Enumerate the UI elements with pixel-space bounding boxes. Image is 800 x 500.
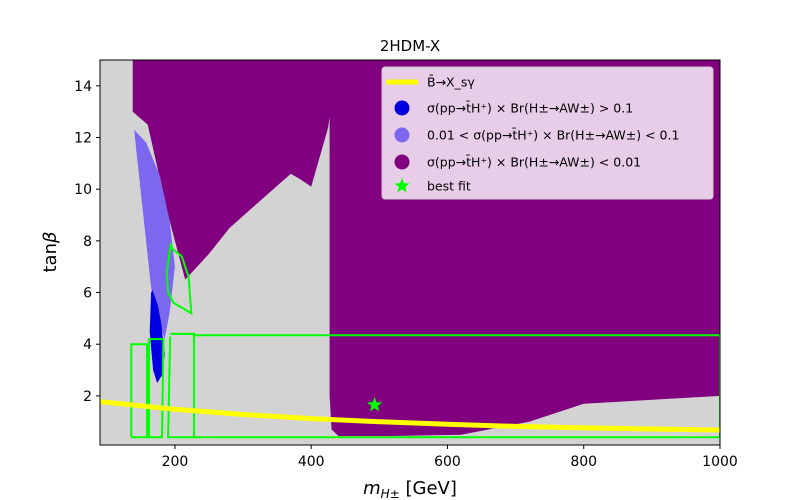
x-tick-label: 200 (162, 454, 189, 470)
x-tick-label: 600 (434, 454, 461, 470)
fit-contour-4 (165, 243, 193, 316)
fit-contour-1 (130, 338, 165, 439)
legend-marker-star (394, 178, 410, 193)
legend-entry-label: B̄→X_sγ (427, 75, 475, 90)
y-tick-label: 14 (74, 79, 92, 95)
axes-frame (99, 59, 721, 446)
legend-marker-circle (394, 154, 410, 170)
x-tick-label: 400 (298, 454, 325, 470)
y-tick-label: 2 (83, 389, 92, 405)
chart-title: 2HDM-X (380, 37, 440, 55)
legend-marker-circle (394, 100, 410, 116)
x-tick-label: 1000 (702, 454, 738, 470)
x-tick-label: 800 (570, 454, 597, 470)
bsgamma-line (100, 399, 720, 433)
y-tick-label: 8 (83, 234, 92, 250)
x-axis-label: mH± [GeV] (363, 478, 457, 500)
y-axis-label: tanβ (40, 232, 61, 273)
fit-contour-3 (193, 334, 720, 439)
legend-marker-circle (394, 127, 410, 143)
region-0p01-to-0p1 (134, 129, 175, 340)
legend-entry-label: best fit (427, 179, 471, 194)
legend-entry-label: σ(pp→t̄H⁺) × Br(H±→AW±) < 0.01 (427, 155, 641, 170)
y-tick-label: 4 (83, 337, 92, 353)
best-fit-star (367, 396, 383, 412)
legend-entry-label: σ(pp→t̄H⁺) × Br(H±→AW±) > 0.1 (427, 101, 633, 116)
legend-entry-label: 0.01 < σ(pp→t̄H⁺) × Br(H±→AW±) < 0.1 (427, 128, 679, 143)
y-tick-label: 12 (74, 131, 92, 147)
fit-contour-2 (167, 332, 195, 439)
y-tick-label: 6 (83, 286, 92, 302)
region-above-0p1 (149, 290, 165, 383)
y-tick-label: 10 (74, 182, 92, 198)
legend: B̄→X_sγ σ(pp→t̄H⁺) × Br(H±→AW±) > 0.1 0.01… (381, 66, 714, 200)
legend-box (381, 66, 714, 200)
